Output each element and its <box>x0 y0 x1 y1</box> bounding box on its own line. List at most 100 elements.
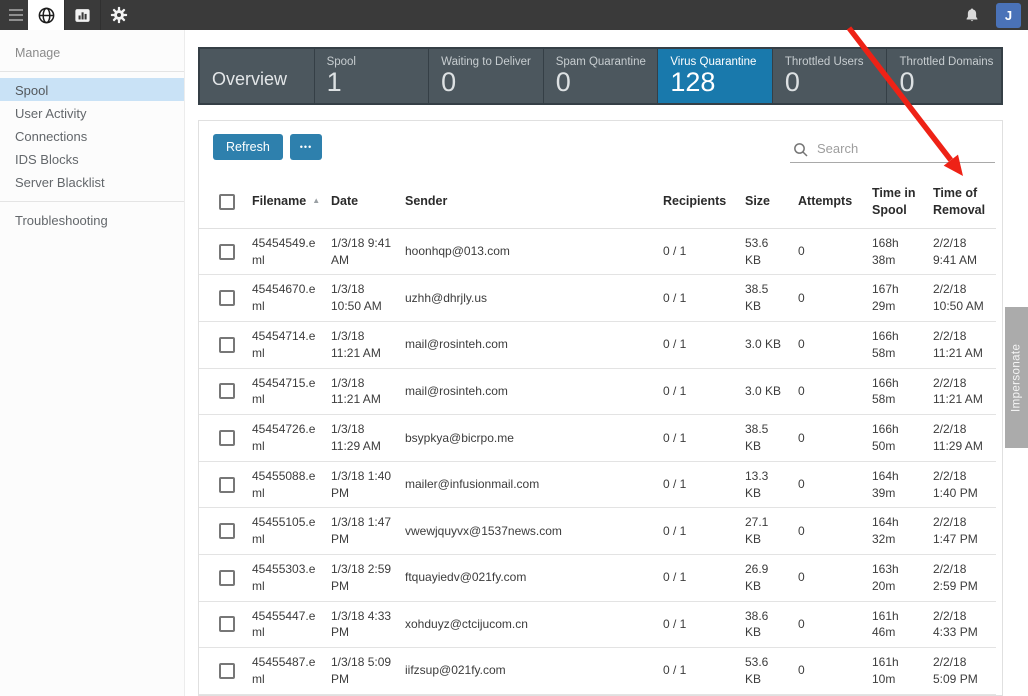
cell-recipients: 0 / 1 <box>658 507 740 555</box>
cell-sender: iifzsup@021fy.com <box>400 647 658 695</box>
cell-attempts: 0 <box>793 601 867 649</box>
cell-filename: 45454715.eml <box>247 368 326 416</box>
cell-attempts: 0 <box>793 414 867 462</box>
row-checkbox[interactable] <box>219 523 235 540</box>
row-checkbox[interactable] <box>219 569 235 586</box>
sidebar-item-connections[interactable]: Connections <box>15 129 88 144</box>
cell-size: 49.5 KB <box>740 694 793 695</box>
cell-time-of-removal: 2/2/18 5:09 PM <box>928 647 996 695</box>
column-header-date[interactable]: Date <box>326 179 400 229</box>
tab-throttled-domains[interactable]: Throttled Domains 0 <box>887 49 1002 103</box>
row-checkbox[interactable] <box>219 429 235 446</box>
cell-filename: 45455568.eml <box>247 694 326 695</box>
cell-attempts: 0 <box>793 507 867 555</box>
cell-size: 13.3 KB <box>740 461 793 509</box>
app-tab-web[interactable] <box>28 0 64 30</box>
table-row: 45455447.eml 1/3/18 4:33 PM xohduyz@ctciju… <box>199 601 996 649</box>
cell-sender: hoonhqp@013.com <box>400 228 658 276</box>
column-header-filename[interactable]: Filename ▲ <box>247 179 326 229</box>
cell-time-of-removal: 2/2/18 11:21 AM <box>928 321 996 369</box>
cell-date: 1/3/18 11:29 AM <box>326 414 400 462</box>
cell-size: 3.0 KB <box>740 321 793 369</box>
table-row: 45454714.eml 1/3/18 11:21 AM mail@rosinteh… <box>199 321 996 369</box>
app-tab-reports[interactable] <box>64 0 100 30</box>
column-header-attempts[interactable]: Attempts <box>793 179 867 229</box>
column-header-size[interactable]: Size <box>740 179 793 229</box>
select-all-checkbox[interactable] <box>219 193 235 210</box>
cell-time-of-removal: 2/2/18 1:47 PM <box>928 507 996 555</box>
impersonate-side-tab[interactable]: Impersonate <box>1005 307 1028 448</box>
column-header-sender[interactable]: Sender <box>400 179 658 229</box>
cell-size: 26.9 KB <box>740 554 793 602</box>
cell-time-in-spool: 164h 32m <box>867 507 928 555</box>
row-checkbox[interactable] <box>219 243 235 260</box>
sidebar-item-user-activity[interactable]: User Activity <box>15 106 87 121</box>
cell-attempts: 0 <box>793 554 867 602</box>
tab-label: Waiting to Deliver <box>441 56 531 68</box>
column-header-label: Filename <box>252 194 307 209</box>
row-checkbox-cell <box>199 368 247 416</box>
settings-gear-icon <box>110 6 127 24</box>
row-checkbox[interactable] <box>219 290 235 307</box>
tab-throttled-users[interactable]: Throttled Users 0 <box>772 49 887 103</box>
cell-sender: mailer@infusionmail.com <box>400 461 658 509</box>
cell-time-in-spool: 161h 46m <box>867 601 928 649</box>
table-row: 45454670.eml 1/3/18 10:50 AM uzhh@dhrjly.u… <box>199 274 996 322</box>
hamburger-menu-icon[interactable] <box>0 0 28 30</box>
cell-attempts: 0 <box>793 321 867 369</box>
sidebar-section-label: Manage <box>15 46 61 60</box>
column-header-time-in-spool[interactable]: Time in Spool <box>867 179 928 229</box>
tab-overview[interactable]: Overview <box>200 49 314 103</box>
cell-time-in-spool: 161h 10m <box>867 647 928 695</box>
cell-recipients: 0 / 1 <box>658 647 740 695</box>
sidebar-item-ids-blocks[interactable]: IDS Blocks <box>15 152 79 167</box>
spool-table: Filename ▲ Date Sender Recipients Size Attempt… <box>199 179 996 695</box>
row-checkbox-cell <box>199 228 247 276</box>
cell-date: 1/3/18 2:59 PM <box>326 554 400 602</box>
tab-label: Throttled Users <box>784 56 864 68</box>
tab-virus-quarantine[interactable]: Virus Quarantine 128 <box>658 49 772 103</box>
more-actions-button[interactable]: ••• <box>289 134 323 160</box>
row-checkbox-cell <box>199 321 247 369</box>
row-checkbox[interactable] <box>219 476 235 493</box>
table-row: 45455105.eml 1/3/18 1:47 PM vwewjquyvx@153… <box>199 507 996 555</box>
tab-count: 128 <box>670 67 716 97</box>
row-checkbox[interactable] <box>219 662 235 679</box>
sidebar-item-server-blacklist[interactable]: Server Blacklist <box>15 175 105 190</box>
table-row: 45455487.eml 1/3/18 5:09 PM iifzsup@021fy.… <box>199 647 996 695</box>
cell-recipients: 0 / 1 <box>658 368 740 416</box>
cell-filename: 45454670.eml <box>247 274 326 322</box>
tab-label: Virus Quarantine <box>670 56 757 68</box>
notification-bell-icon[interactable] <box>963 6 981 25</box>
row-checkbox[interactable] <box>219 383 235 400</box>
app-tab-settings[interactable] <box>100 0 136 30</box>
row-checkbox[interactable] <box>219 336 235 353</box>
user-avatar[interactable]: J <box>996 2 1021 28</box>
row-checkbox-cell <box>199 461 247 509</box>
cell-time-of-removal: 2/2/18 1:40 PM <box>928 461 996 509</box>
tab-spool[interactable]: Spool 1 <box>314 49 429 103</box>
cell-sender: uzhh@dhrjly.us <box>400 274 658 322</box>
cell-time-in-spool: 167h 29m <box>867 274 928 322</box>
cell-date: 1/3/18 7:33 PM <box>326 694 400 695</box>
column-header-recipients[interactable]: Recipients <box>658 179 740 229</box>
column-header-label: Size <box>745 194 771 209</box>
tab-waiting-to-deliver[interactable]: Waiting to Deliver 0 <box>429 49 543 103</box>
tab-spam-quarantine[interactable]: Spam Quarantine 0 <box>543 49 658 103</box>
spool-table-card: Refresh ••• Filename ▲ Date Sender Recipient… <box>198 120 1003 696</box>
sidebar-item-spool[interactable]: Spool <box>0 78 184 101</box>
cell-attempts: 0 <box>793 694 867 695</box>
row-checkbox-cell <box>199 507 247 555</box>
column-header-time-of-removal[interactable]: Time of Removal <box>928 179 996 229</box>
cell-size: 53.6 KB <box>740 228 793 276</box>
sidebar-item-troubleshooting[interactable]: Troubleshooting <box>15 213 108 228</box>
cell-sender: ftquayiedv@021fy.com <box>400 554 658 602</box>
search-input[interactable] <box>790 139 995 163</box>
top-app-bar: J <box>0 0 1028 30</box>
row-checkbox[interactable] <box>219 616 235 633</box>
refresh-button[interactable]: Refresh <box>213 134 283 160</box>
cell-time-of-removal: 2/2/18 4:33 PM <box>928 601 996 649</box>
tab-count: 0 <box>784 67 800 97</box>
cell-time-in-spool: 158h <box>867 694 928 695</box>
